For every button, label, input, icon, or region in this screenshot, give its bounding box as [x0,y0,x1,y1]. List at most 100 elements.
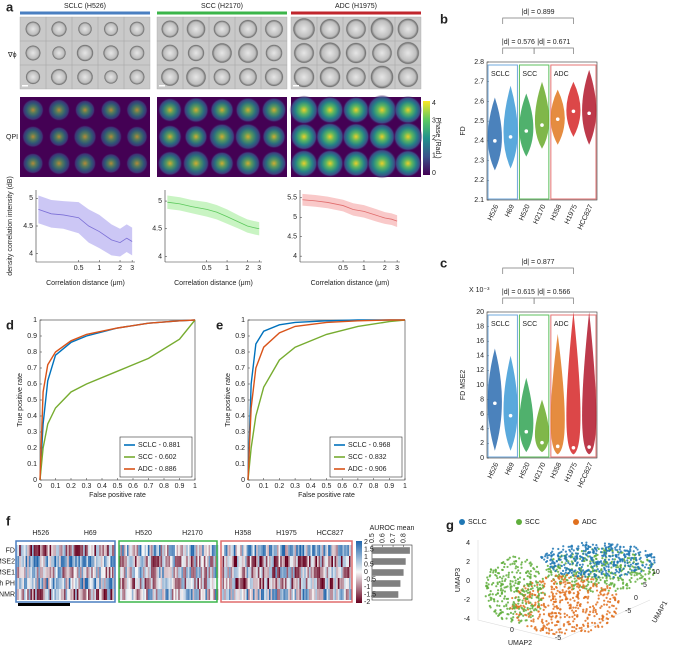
heatmap-cell [51,545,53,556]
umap-point [506,565,509,569]
heatmap-cell [269,578,271,589]
umap-point [609,543,612,546]
x-axis-label: Correlation distance (μm) [46,280,125,287]
colorbar-tick-label: -1.5 [364,591,376,598]
heatmap-cell [19,578,21,589]
umap-point [506,607,509,610]
heatmap-cell [163,567,166,578]
umap-point [571,580,574,583]
umap-point [556,570,560,573]
median-dot [493,139,497,143]
heatmap-cell [72,578,74,589]
heatmap-cell [267,567,270,578]
heatmap-cell [70,578,73,589]
x-tick-label: 0.5 [202,265,212,272]
heatmap-cell [65,578,68,589]
umap-point [611,547,614,550]
heatmap-cell [20,567,23,578]
x-tick-label: 0.8 [369,483,379,490]
heatmap-cell [154,545,156,556]
heatmap-cell [102,545,105,556]
umap-point [498,612,501,615]
heatmap-cell [344,567,346,578]
heatmap-cell [229,556,231,567]
heatmap-cell [318,556,321,567]
umap-point [494,593,498,596]
heatmap-cell [99,567,101,578]
group-box [518,314,550,458]
heatmap-cell [307,578,310,589]
heatmap-cell [277,567,279,578]
umap-point [600,617,604,621]
heatmap-cell [43,589,45,600]
umap-point [541,618,544,621]
heatmap-cell [321,578,324,589]
cell [292,17,316,41]
umap-point [559,616,562,619]
heatmap-cell [52,556,55,567]
heatmap-cell [334,556,337,567]
umap-point [563,585,566,588]
group-label: ADC [554,321,569,328]
umap-point [605,579,608,582]
qpi-cell [158,124,182,149]
umap-point [588,555,591,558]
qpi-cell [183,97,209,123]
heatmap-cell [144,578,147,589]
heatmap-cell [286,545,289,556]
heatmap-cell [249,545,252,556]
heatmap-cell [195,589,198,600]
heatmap-cell [331,556,334,567]
heatmap-cell [136,589,139,600]
heatmap-cell [297,545,300,556]
cell [160,67,180,87]
umap-point [551,592,554,595]
umap-point [631,571,634,574]
heatmap-cell [22,589,25,600]
umap-point [550,585,553,588]
median-dot [587,445,591,449]
violin [566,81,581,137]
heatmap-cell [16,556,18,567]
heatmap-cell [291,556,294,567]
umap-point [514,596,517,600]
umap-point [487,583,490,586]
umap-point [534,601,537,604]
umap-point [579,555,582,558]
umap-point [548,595,551,598]
heatmap-cell [294,589,297,600]
umap-point [536,583,539,587]
heatmap-cell [291,589,294,600]
umap-point [609,582,612,585]
umap-point [513,576,516,579]
heatmap-cell [167,545,169,556]
heatmap-cell [75,567,77,578]
y-tick-label: 0.2 [27,445,37,452]
heatmap-cell [191,589,193,600]
heatmap-cell [251,567,254,578]
heatmap-cell [62,545,65,556]
heatmap-cell [341,578,343,589]
umap-point [601,554,604,557]
heatmap-cell [136,578,139,589]
umap-point [489,593,492,596]
y-tick-label: 8 [480,396,484,403]
heatmap-cell [237,589,239,600]
heatmap-cell [286,567,289,578]
umap-point [617,556,620,559]
heatmap-cell [44,545,47,556]
heatmap-cell [16,589,18,600]
umap-point [499,594,502,598]
umap-point [609,597,612,601]
heatmap-cell [133,567,136,578]
heatmap-cell [325,545,327,556]
heatmap-cell [136,545,139,556]
umap-point [497,614,500,617]
effect-size: |d| = 0.576 [502,39,535,46]
heatmap-cell [165,567,168,578]
heatmap-cell [280,589,282,600]
umap-point [564,571,567,574]
heatmap-cell [254,556,257,567]
heatmap-cell [342,556,345,567]
heatmap-cell [83,545,85,556]
